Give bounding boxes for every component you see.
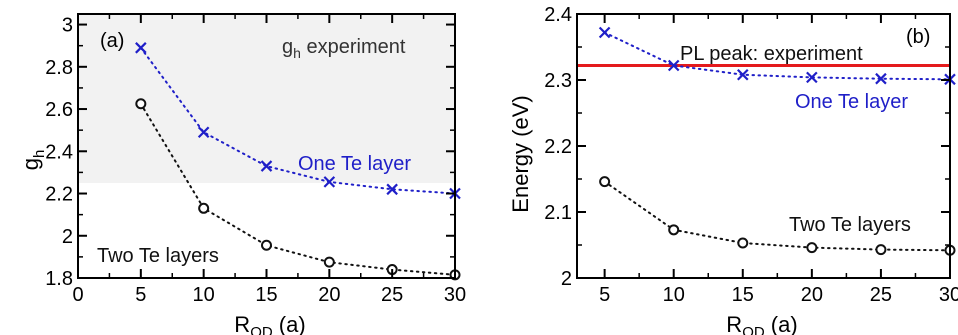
- y-tick-label: 3: [62, 15, 73, 37]
- x-tick-label: 10: [193, 284, 215, 306]
- x-tick-label: 25: [870, 284, 892, 306]
- y-tick-label: 2.6: [45, 99, 73, 121]
- one-te-data-point: [875, 72, 887, 85]
- one-te-data-point: [806, 71, 818, 84]
- one-te-data-point: [135, 42, 147, 54]
- two-te-data-point: [135, 98, 147, 110]
- y-tick-label: 1.8: [45, 268, 73, 290]
- y-tick-label: 2.4: [544, 4, 572, 26]
- x-tick-label: 25: [381, 284, 403, 306]
- panel-a-chart: 0 5 10 15 20 25 30 1.8 2 2.2 2.4 2.6 2.8 3 (a) gh exp…: [18, 13, 466, 335]
- one-te-data-point: [323, 176, 336, 188]
- panel-a-two-te-annotation: Two Te layers: [97, 245, 219, 267]
- two-te-data-point: [599, 176, 611, 188]
- x-tick-label: 20: [318, 284, 340, 306]
- panel-b-pl-peak-label: PL peak: experiment: [680, 43, 863, 65]
- panel-a-one-te-dotted-line: [139, 46, 456, 195]
- panel-b-one-te-dotted-line: [603, 31, 951, 81]
- panel-a-band-label: gh experiment: [282, 36, 406, 61]
- panel-a-x-axis-title: RQD (a): [234, 312, 305, 335]
- two-te-data-point: [737, 237, 749, 249]
- panel-b-label: (b): [906, 26, 930, 48]
- y-tick-label: 2.3: [544, 70, 572, 92]
- one-te-data-point: [386, 183, 398, 196]
- two-te-data-point: [875, 244, 887, 256]
- x-tick-label: 30: [939, 284, 958, 306]
- x-tick-label: 15: [732, 284, 754, 306]
- x-tick-label: 10: [663, 284, 685, 306]
- y-tick-label: 2.1: [544, 202, 572, 224]
- two-te-data-point: [198, 202, 210, 214]
- panel-b-chart: 5 10 15 20 25 30 2 2.1 2.2 2.3 2.4 (b) PL peak: ex…: [508, 4, 958, 335]
- panel-a-one-te-annotation: One Te layer: [298, 153, 411, 175]
- x-tick-label: 30: [444, 284, 466, 306]
- y-tick-label: 2.2: [45, 184, 73, 206]
- panel-b-y-axis-title: Energy (eV): [508, 95, 533, 212]
- panel-b-two-te-annotation: Two Te layers: [789, 214, 911, 236]
- two-te-data-point: [323, 256, 335, 268]
- one-te-data-point: [667, 59, 680, 72]
- one-te-data-point: [197, 126, 210, 139]
- two-te-data-point: [668, 224, 680, 236]
- x-tick-label: 0: [72, 284, 83, 306]
- one-te-data-point: [260, 160, 273, 172]
- x-tick-label: 5: [599, 284, 610, 306]
- two-te-data-point: [806, 242, 818, 254]
- one-te-data-point: [736, 68, 749, 81]
- panel-b-one-te-annotation: One Te layer: [795, 91, 908, 113]
- panel-a-two-te-dotted-line: [139, 102, 456, 276]
- panel-a-y-axis-title: gh: [18, 150, 48, 171]
- one-te-data-point: [598, 26, 611, 39]
- x-tick-label: 20: [801, 284, 823, 306]
- panel-b-x-axis-title: RQD (a): [726, 312, 797, 335]
- y-tick-label: 2: [561, 268, 572, 290]
- y-tick-label: 2.4: [45, 141, 73, 163]
- y-tick-label: 2: [62, 226, 73, 248]
- x-tick-label: 5: [135, 284, 146, 306]
- two-te-data-point: [261, 239, 272, 251]
- panel-a-label: (a): [100, 30, 124, 52]
- y-tick-label: 2.8: [45, 57, 73, 79]
- x-tick-label: 15: [255, 284, 277, 306]
- y-tick-label: 2.2: [544, 136, 572, 158]
